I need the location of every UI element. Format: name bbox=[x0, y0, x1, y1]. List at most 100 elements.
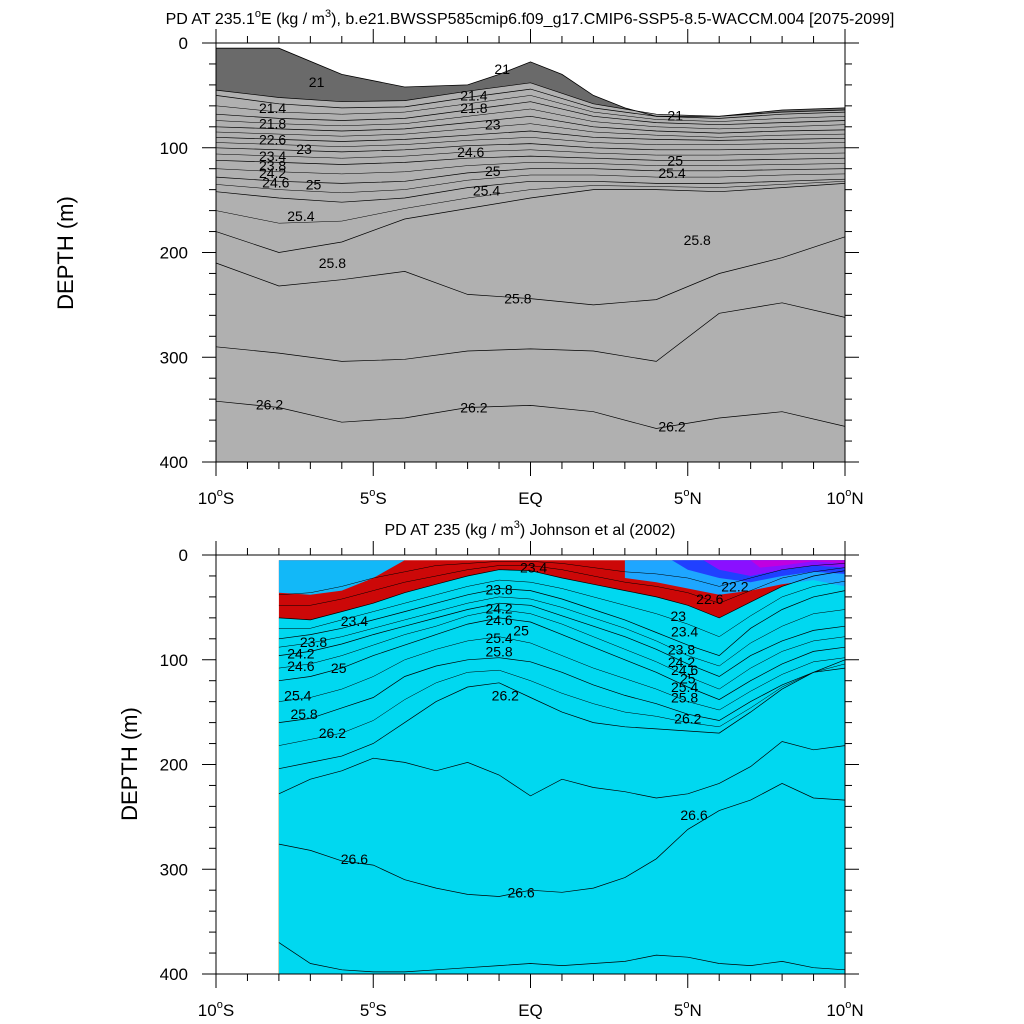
top-contour-label-17: 25 bbox=[667, 152, 683, 168]
bottom-axes: 0 100 200 300 400 10oS 5oS EQ 5oN 10oN bbox=[160, 541, 864, 1020]
top-contour-line-11 bbox=[215, 302, 846, 362]
top-contour-label-23: 25.8 bbox=[684, 232, 711, 248]
top-contour-line-0 bbox=[215, 82, 846, 117]
top-panel-title: PD AT 235.1oE (kg / m3), b.e21.BWSSP585c… bbox=[166, 8, 895, 28]
bottom-contour-line-7 bbox=[278, 783, 846, 897]
top-iso-line-3 bbox=[215, 137, 846, 147]
bottom-xtick-label-4: 10oN bbox=[826, 999, 863, 1020]
bottom-contour-label-1: 23.8 bbox=[485, 582, 512, 598]
bottom-contour-label-10: 24.2 bbox=[287, 646, 314, 662]
bottom-contour-lines bbox=[278, 561, 846, 973]
top-contour-line-1 bbox=[215, 88, 846, 119]
top-iso-line-5 bbox=[215, 162, 846, 175]
top-contour-line-7 bbox=[215, 168, 846, 184]
bottom-contour-label-4: 25 bbox=[513, 622, 529, 638]
bottom-iso-line-0 bbox=[278, 561, 846, 596]
top-fill-band-0 bbox=[216, 82, 845, 463]
top-contour-labels: 21212121.421.421.821.822.6232323.423.824… bbox=[256, 61, 711, 434]
bottom-contour-label-29: 26.6 bbox=[507, 884, 534, 900]
top-contour-label-14: 24.6 bbox=[457, 144, 484, 160]
top-axes: 0 100 200 300 400 10oS 5oS EQ 5oN 10oN bbox=[160, 29, 864, 508]
bottom-contour-label-18: 22.2 bbox=[721, 578, 748, 594]
top-contour-label-3: 21.4 bbox=[259, 100, 286, 116]
bottom-fill-band-0 bbox=[278, 569, 845, 974]
top-ytick-label-2: 200 bbox=[160, 244, 188, 263]
bottom-contour-label-19: 23.4 bbox=[671, 624, 698, 640]
bottom-contour-label-12: 25 bbox=[331, 660, 347, 676]
bottom-ytick-label-3: 300 bbox=[160, 860, 188, 879]
bottom-contour-label-5: 25.4 bbox=[485, 630, 512, 646]
bottom-contour-label-27: 26.6 bbox=[680, 807, 707, 823]
top-contour-label-22: 25.8 bbox=[504, 291, 531, 307]
bottom-contour-line-4 bbox=[278, 657, 846, 723]
top-contour-lines bbox=[215, 82, 846, 429]
top-iso-line-4 bbox=[215, 149, 846, 159]
bottom-contour-label-9: 23.8 bbox=[300, 634, 327, 650]
top-contour-line-6 bbox=[215, 155, 846, 165]
top-contour-label-5: 21.8 bbox=[259, 116, 286, 132]
top-ytick-label-1: 100 bbox=[160, 139, 188, 158]
bottom-fill-patch-d bbox=[703, 560, 845, 576]
top-xtick-label-0: 10oS bbox=[198, 487, 234, 508]
top-contour-label-20: 25.4 bbox=[658, 165, 685, 181]
bottom-contour-line-8 bbox=[278, 942, 846, 973]
bottom-contour-label-15: 26.2 bbox=[319, 725, 346, 741]
bottom-iso-line-4 bbox=[278, 609, 846, 690]
top-contour-line-5 bbox=[215, 143, 846, 153]
bottom-contour-line-0 bbox=[278, 569, 846, 621]
top-contour-label-10: 23.4 bbox=[259, 148, 286, 164]
bottom-ytick-label-1: 100 bbox=[160, 651, 188, 670]
bottom-contour-label-23: 25 bbox=[680, 671, 696, 687]
bottom-contour-label-7: 26.2 bbox=[492, 687, 519, 703]
bottom-contour-label-22: 24.6 bbox=[671, 662, 698, 678]
bottom-iso-line-1 bbox=[278, 565, 846, 606]
top-contour-line-8 bbox=[215, 178, 846, 203]
bottom-contour-label-0: 23.4 bbox=[520, 560, 547, 576]
top-iso-line-6 bbox=[215, 173, 846, 194]
top-xtick-label-2: EQ bbox=[518, 489, 543, 508]
top-xtick-label-3: 5oN bbox=[674, 487, 702, 508]
bottom-ytick-label-0: 0 bbox=[179, 546, 188, 565]
bottom-contour-line-3 bbox=[278, 617, 846, 700]
top-contour-label-24: 26.2 bbox=[256, 396, 283, 412]
bottom-contour-labels: 23.423.824.224.62525.425.826.223.423.824… bbox=[284, 560, 749, 901]
top-iso-line-7 bbox=[215, 181, 846, 224]
top-contour-label-15: 25 bbox=[306, 176, 322, 192]
bottom-contour-label-6: 25.8 bbox=[485, 643, 512, 659]
bottom-contour-label-17: 22.6 bbox=[696, 591, 723, 607]
bottom-iso-line-2 bbox=[278, 579, 846, 637]
top-contour-label-4: 21.4 bbox=[460, 87, 487, 103]
top-contour-label-11: 23.8 bbox=[259, 158, 286, 174]
bottom-xtick-label-2: EQ bbox=[518, 1001, 543, 1020]
bottom-contour-label-24: 25.4 bbox=[671, 679, 698, 695]
top-ytick-label-3: 300 bbox=[160, 348, 188, 367]
top-contour-label-25: 26.2 bbox=[460, 400, 487, 416]
bottom-iso-line-3 bbox=[278, 596, 846, 667]
bottom-panel: 23.423.824.224.62525.425.826.223.423.824… bbox=[160, 541, 864, 1020]
bottom-xtick-label-3: 5oN bbox=[674, 999, 702, 1020]
top-contour-line-10 bbox=[215, 236, 846, 306]
bottom-contour-label-2: 24.2 bbox=[485, 600, 512, 616]
bottom-contour-line-5 bbox=[278, 659, 846, 770]
bottom-fill-patch-e bbox=[750, 560, 845, 568]
bottom-fill-patch-a bbox=[278, 560, 405, 595]
bottom-contour-line-2 bbox=[278, 602, 846, 677]
bottom-contour-line-1 bbox=[278, 588, 846, 656]
top-contour-label-21: 25.8 bbox=[319, 255, 346, 271]
bottom-iso-line-5 bbox=[278, 636, 846, 711]
bottom-contour-label-21: 24.2 bbox=[668, 654, 695, 670]
bottom-panel-title: PD AT 235 (kg / m3) Johnson et al (2002) bbox=[384, 519, 675, 539]
top-contour-line-3 bbox=[215, 115, 846, 134]
top-panel: 21212121.421.421.821.822.6232323.423.824… bbox=[160, 29, 864, 508]
bottom-contour-label-13: 25.4 bbox=[284, 687, 311, 703]
top-contour-line-4 bbox=[215, 130, 846, 142]
top-contour-line-9 bbox=[215, 183, 846, 253]
top-contour-label-1: 21 bbox=[494, 61, 510, 77]
bottom-contour-label-20: 23.8 bbox=[668, 641, 695, 657]
top-contour-label-26: 26.2 bbox=[658, 418, 685, 434]
bottom-contour-label-25: 25.8 bbox=[671, 690, 698, 706]
top-contour-label-8: 23 bbox=[296, 141, 312, 157]
top-contour-label-13: 24.6 bbox=[262, 174, 289, 190]
bottom-contour-label-14: 25.8 bbox=[290, 706, 317, 722]
